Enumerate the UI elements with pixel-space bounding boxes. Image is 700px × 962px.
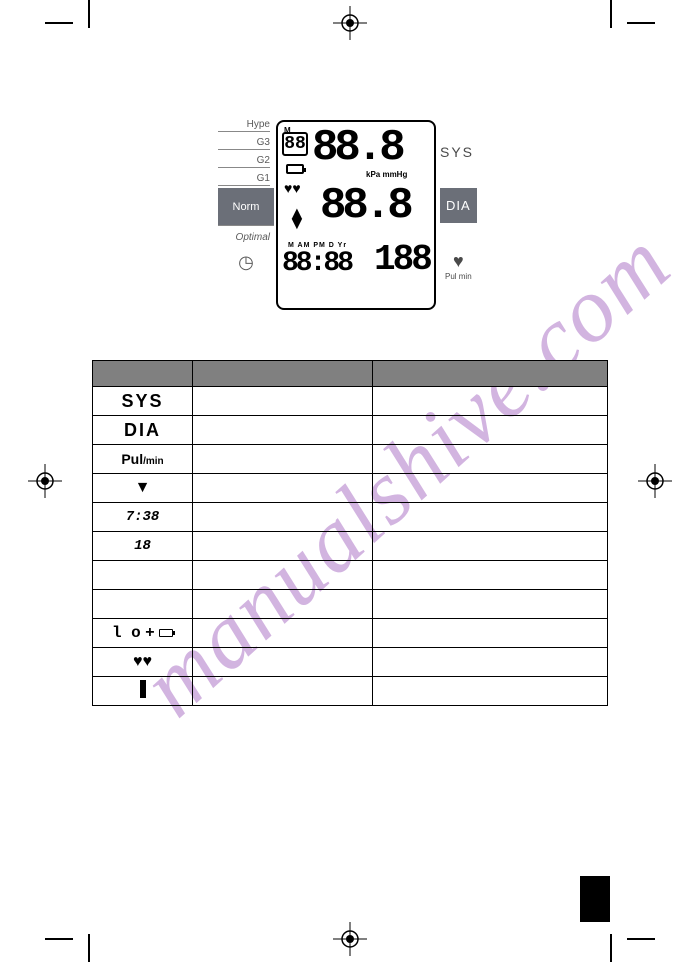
description-cell [193,677,373,706]
table-row: SYS [93,387,608,416]
clock-icon: ◷ [218,248,274,276]
crop-mark [88,934,90,962]
arrow-down-icon: ▼ [288,218,306,228]
explanation-cell [373,503,608,532]
registration-mark-icon [28,464,62,498]
description-cell [193,561,373,590]
explanation-cell [373,474,608,503]
crop-mark [610,0,612,28]
label-hype: Hype [218,119,270,132]
arrow-icons: ▲ ▼ [288,208,306,228]
symbol-cell: SYS [93,387,193,416]
description-cell [193,445,373,474]
table-row: Pul/min [93,445,608,474]
lcd-screen: M 88 88.8 kPa mmHg ♥♥ 88.8 ▲ ▼ M AM PM D… [276,120,436,310]
crop-mark [88,0,90,28]
description-cell [193,387,373,416]
symbol-cell: ▼ [93,474,193,503]
explanation-cell [373,590,608,619]
symbol-table: SYSDIAPul/min▼7:3818 l o + ♥♥ [92,360,608,706]
table-row: ♥♥ [93,648,608,677]
crop-mark [627,938,655,940]
registration-mark-icon [333,6,367,40]
label-pulmin: Pul min [440,272,477,281]
table-header [193,361,373,387]
table-row [93,590,608,619]
table-row: DIA [93,416,608,445]
table-row [93,561,608,590]
explanation-cell [373,619,608,648]
table-row: 18 [93,532,608,561]
registration-mark-icon [333,922,367,956]
symbol-cell [93,590,193,619]
unit-label: kPa mmHg [366,170,407,179]
table-header-row [93,361,608,387]
memory-digits: 88 [282,132,308,156]
explanation-cell [373,416,608,445]
hearts-icon: ♥♥ [284,180,301,196]
description-cell [193,503,373,532]
sys-digits: 88.8 [312,126,402,170]
grade-labels: Hype G3 G2 G1 Norm Optimal ◷ [218,116,274,276]
explanation-cell [373,445,608,474]
table-row: 7:38 [93,503,608,532]
time-digits: 88:88 [282,250,351,278]
label-norm: Norm [218,188,274,226]
explanation-cell [373,677,608,706]
crop-mark [45,938,73,940]
label-sys: SYS [440,144,477,160]
label-optimal: Optimal [218,226,274,248]
description-cell [193,590,373,619]
symbol-cell: l o + [93,619,193,648]
symbol-cell: Pul/min [93,445,193,474]
description-cell [193,648,373,677]
explanation-cell [373,532,608,561]
heart-icon: ♥ [440,251,477,272]
lcd-display-illustration: Hype G3 G2 G1 Norm Optimal ◷ M 88 88.8 k… [218,116,488,316]
description-cell [193,474,373,503]
table-row [93,677,608,706]
battery-icon [286,164,304,174]
crop-mark [627,22,655,24]
label-dia: DIA [440,188,477,223]
symbol-cell: DIA [93,416,193,445]
explanation-cell [373,387,608,416]
table-header [93,361,193,387]
crop-mark [45,22,73,24]
table-row: l o + [93,619,608,648]
table-row: ▼ [93,474,608,503]
pulse-digits: 188 [374,242,430,278]
label-g2: G2 [218,155,270,168]
symbol-cell [93,677,193,706]
label-g1: G1 [218,173,270,186]
symbol-cell [93,561,193,590]
right-labels: SYS DIA ♥ Pul min [440,126,477,281]
explanation-cell [373,561,608,590]
crop-mark [610,934,612,962]
label-g3: G3 [218,137,270,150]
description-cell [193,532,373,561]
explanation-cell [373,648,608,677]
symbol-cell: 18 [93,532,193,561]
page-tab [580,876,610,922]
registration-mark-icon [638,464,672,498]
symbol-cell: ♥♥ [93,648,193,677]
symbol-cell: 7:38 [93,503,193,532]
description-cell [193,416,373,445]
table-header [373,361,608,387]
dia-digits: 88.8 [320,184,410,228]
description-cell [193,619,373,648]
